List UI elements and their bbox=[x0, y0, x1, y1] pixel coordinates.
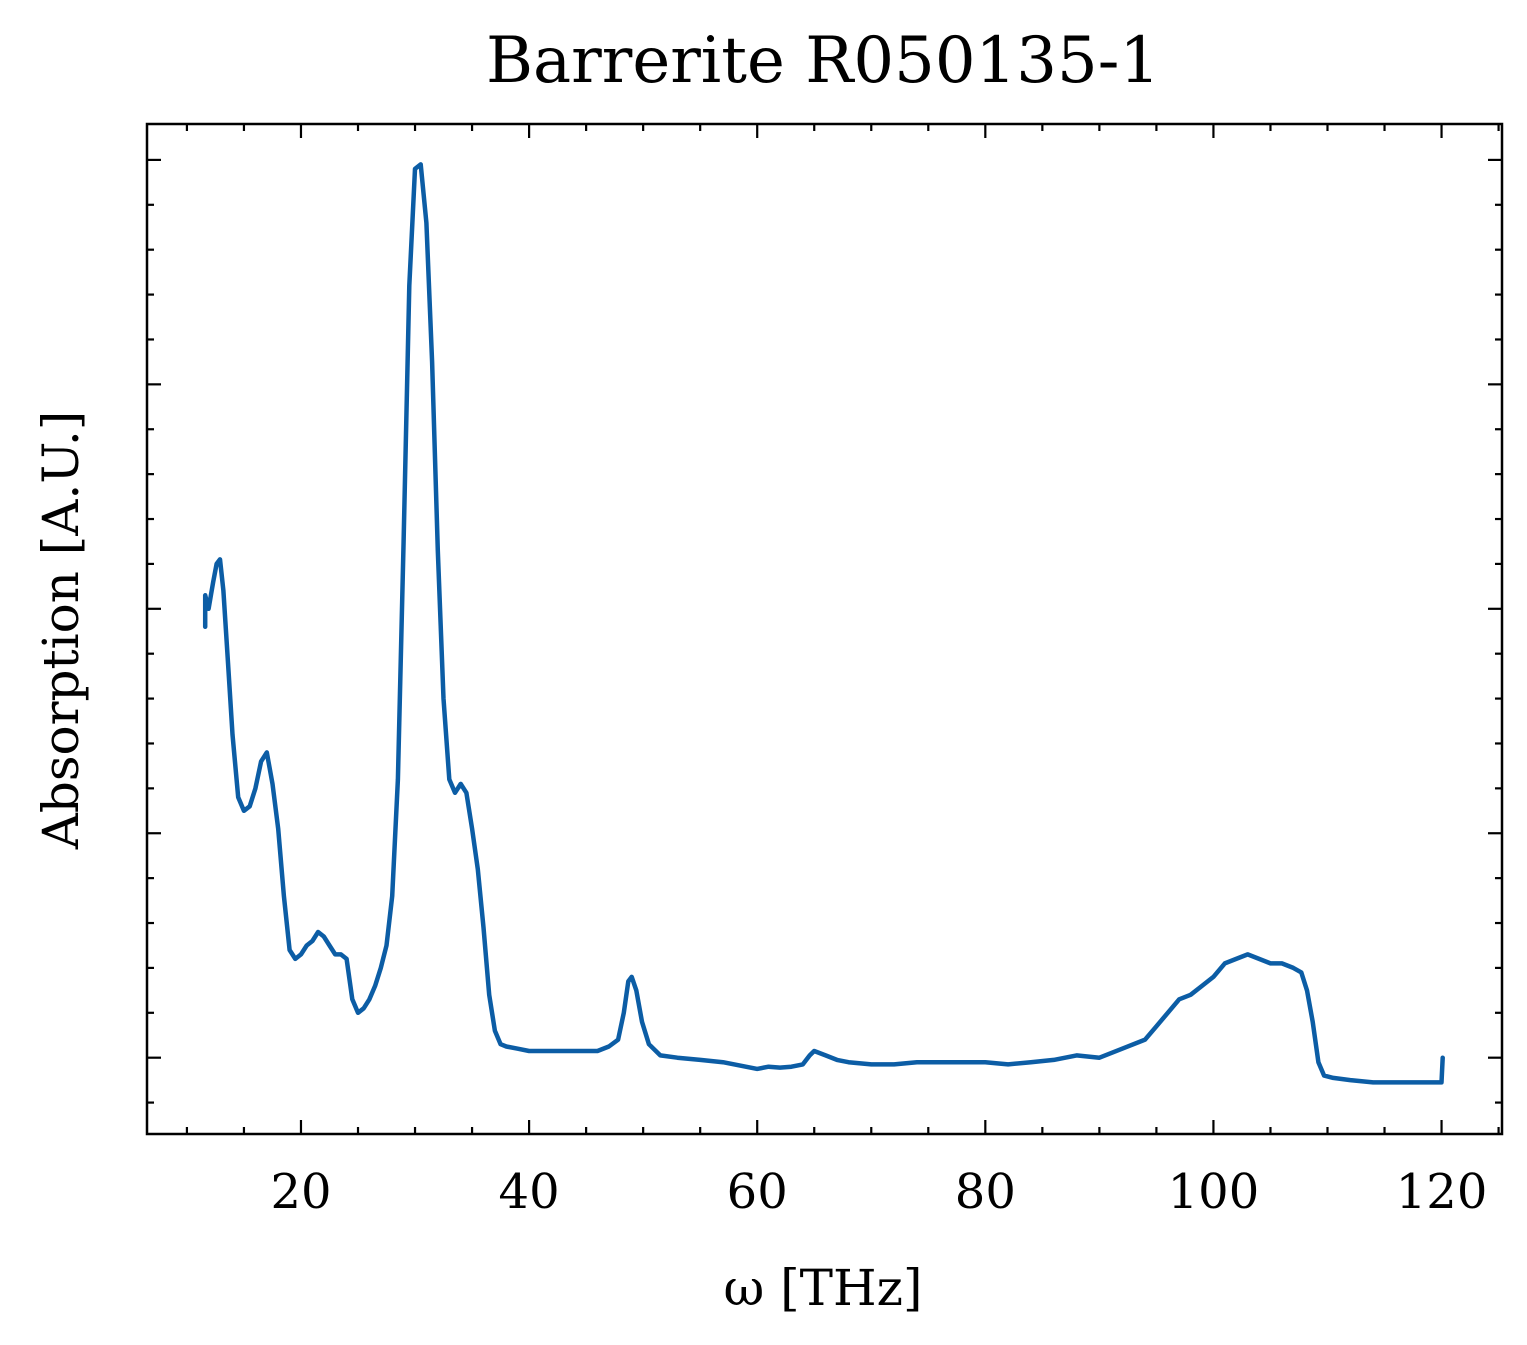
x-axis-label: ω [THz] bbox=[724, 1259, 923, 1317]
x-tick-label: 100 bbox=[1168, 1164, 1260, 1220]
chart-title: Barrerite R050135-1 bbox=[486, 24, 1160, 98]
plot-area bbox=[202, 162, 1445, 1085]
x-tick-label: 120 bbox=[1396, 1164, 1488, 1220]
x-tick-label: 40 bbox=[499, 1164, 560, 1220]
absorption-spectrum-line bbox=[202, 162, 1445, 1085]
x-tick-label: 80 bbox=[955, 1164, 1016, 1220]
y-axis-label: Absorption [A.U.] bbox=[32, 411, 90, 851]
x-tick-label: 60 bbox=[727, 1164, 788, 1220]
x-tick-labels: 20 40 60 80 100 120 bbox=[270, 1164, 1487, 1220]
axis-ticks bbox=[147, 124, 1502, 1134]
plot-frame bbox=[145, 122, 1504, 1136]
x-tick-label: 20 bbox=[270, 1164, 331, 1220]
